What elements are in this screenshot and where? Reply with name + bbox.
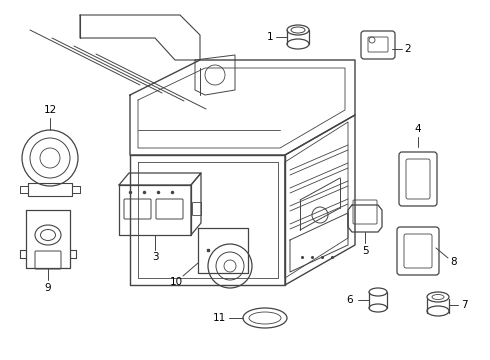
Text: 9: 9 — [45, 283, 51, 293]
Text: 5: 5 — [362, 246, 368, 256]
Text: 4: 4 — [415, 124, 421, 134]
Text: 3: 3 — [152, 252, 158, 262]
Text: 6: 6 — [347, 295, 353, 305]
Text: 1: 1 — [267, 32, 273, 42]
Text: 7: 7 — [461, 300, 467, 310]
Text: 11: 11 — [212, 313, 225, 323]
Text: 12: 12 — [44, 105, 57, 115]
Text: 2: 2 — [405, 44, 411, 54]
Text: 8: 8 — [451, 257, 457, 267]
Text: 10: 10 — [170, 277, 183, 287]
